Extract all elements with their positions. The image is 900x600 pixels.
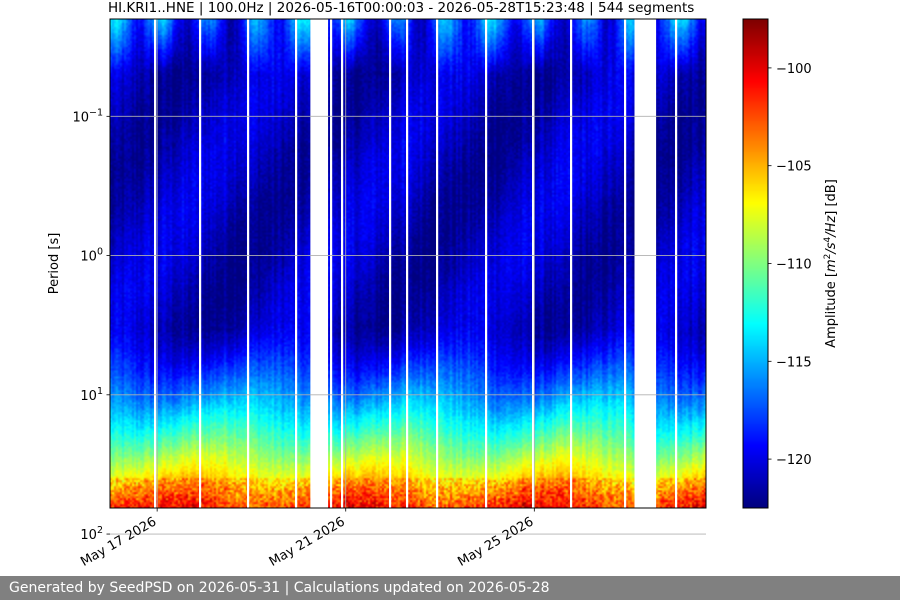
y-tick-label: 10−1	[72, 107, 103, 125]
plot-frame	[109, 18, 707, 509]
data-gaps	[154, 19, 678, 508]
segment-gap	[295, 19, 298, 508]
footer-bar: Generated by SeedPSD on 2026-05-31 | Cal…	[0, 576, 900, 600]
footer-text: Generated by SeedPSD on 2026-05-31 | Cal…	[9, 580, 550, 596]
y-axis: 10−1 100 101 102	[72, 107, 110, 543]
y-axis-label: Period [s]	[47, 233, 62, 295]
segment-gap	[485, 19, 488, 508]
spectrogram-chart: HI.KRI1..HNE | 100.0Hz | 2026-05-16T00:0…	[47, 0, 839, 570]
colorbar-tick-label: −115	[776, 355, 812, 370]
data-gap	[310, 19, 329, 508]
segment-gap	[341, 19, 344, 508]
colorbar-tick-label: −105	[776, 160, 812, 175]
chart-title: HI.KRI1..HNE | 100.0Hz | 2026-05-16T00:0…	[108, 0, 694, 16]
segment-gap	[406, 19, 409, 508]
colorbar-label-suffix: ] [dB]	[824, 179, 839, 216]
y-tick-label: 101	[80, 386, 103, 404]
x-tick-label: May 25 2026	[455, 514, 536, 569]
grid-lines	[110, 19, 706, 535]
colorbar-tick-label: −120	[776, 453, 812, 468]
segment-gap	[389, 19, 392, 508]
x-tick-label: May 21 2026	[267, 514, 348, 569]
x-axis: May 17 2026 May 21 2026 May 25 2026	[78, 508, 536, 570]
segment-gap	[675, 19, 678, 508]
y-tick-label: 100	[80, 247, 103, 265]
segment-gap	[570, 19, 573, 508]
data-gap	[634, 19, 657, 508]
segment-gap	[624, 19, 627, 508]
colorbar-label-prefix: Amplitude [	[824, 272, 839, 348]
colorbar-tick-label: −110	[776, 258, 812, 273]
colorbar-ticks: −100 −105 −110 −115 −120	[768, 62, 812, 468]
segment-gap	[532, 19, 535, 508]
segment-gap	[436, 19, 439, 508]
y-tick-label: 102	[80, 525, 103, 543]
segment-gap	[154, 19, 157, 508]
segment-gap	[199, 19, 202, 508]
colorbar-label: Amplitude [m2/s4/Hz] [dB]	[823, 179, 839, 348]
segment-gap	[330, 19, 333, 508]
colorbar-tick-label: −100	[776, 62, 812, 77]
colorbar-image	[743, 19, 768, 508]
colorbar: −100 −105 −110 −115 −120 Amplitude [m2/s4/Hz…	[742, 18, 839, 509]
segment-gap	[247, 19, 250, 508]
